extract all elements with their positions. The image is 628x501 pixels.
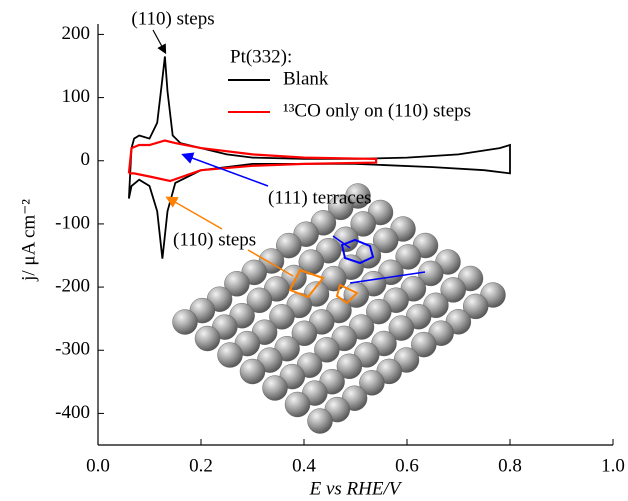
atom [373, 227, 399, 254]
atom [246, 287, 273, 313]
atom [291, 320, 318, 346]
y-tick-label: 0 [81, 149, 91, 170]
x-tick-label: 0.6 [395, 455, 419, 476]
annotation: (110) steps [173, 229, 256, 250]
x-tick-label: 1.0 [601, 455, 625, 476]
atom [463, 293, 489, 320]
arrow [247, 249, 294, 277]
x-tick-label: 0.2 [189, 455, 213, 476]
surface-model [172, 183, 506, 434]
arrow [349, 271, 426, 284]
x-tick-label: 0.4 [292, 455, 316, 476]
atom [328, 194, 354, 221]
y-tick-label: -400 [55, 402, 90, 423]
atom [239, 358, 266, 385]
atom [194, 325, 221, 352]
atom [388, 315, 414, 341]
atom [411, 331, 437, 358]
annotation: (110) steps [131, 8, 214, 29]
arrow [152, 29, 167, 55]
legend-title: Pt(332): [230, 46, 292, 67]
arrow [332, 235, 351, 249]
atom [224, 271, 250, 297]
atom [359, 370, 385, 396]
atom [350, 211, 376, 237]
y-axis-label: j/ μA cm⁻² [18, 199, 39, 282]
atom [172, 309, 198, 335]
legend-label: Blank [283, 68, 329, 89]
legend-label: ¹³CO only on (110) steps [283, 100, 471, 121]
y-tick-label: -200 [55, 275, 90, 296]
series-line [128, 56, 511, 259]
atom [269, 304, 295, 330]
annotation: (111) terraces [268, 187, 372, 208]
arrow [181, 152, 269, 187]
x-axis-label: E vs RHE/V [309, 478, 403, 499]
y-tick-label: 100 [62, 86, 91, 107]
y-tick-label: -300 [55, 339, 90, 360]
x-tick-label: 0.8 [498, 455, 522, 476]
atom [440, 277, 466, 303]
plot-area [127, 56, 511, 259]
series-line [127, 139, 378, 183]
atom [395, 244, 421, 270]
y-tick-label: -100 [55, 212, 90, 233]
atom [366, 298, 392, 325]
atom [262, 375, 288, 401]
atom [276, 232, 302, 259]
y-tick-label: 200 [62, 23, 91, 44]
x-tick-label: 0.0 [86, 455, 110, 476]
terrace-marker [340, 238, 375, 265]
atom [217, 342, 243, 368]
arrow [165, 196, 223, 230]
step-marker [335, 283, 359, 305]
atom [307, 408, 333, 434]
step-marker [288, 268, 325, 299]
atom [284, 391, 311, 418]
atom [336, 353, 363, 379]
atom [314, 337, 340, 363]
